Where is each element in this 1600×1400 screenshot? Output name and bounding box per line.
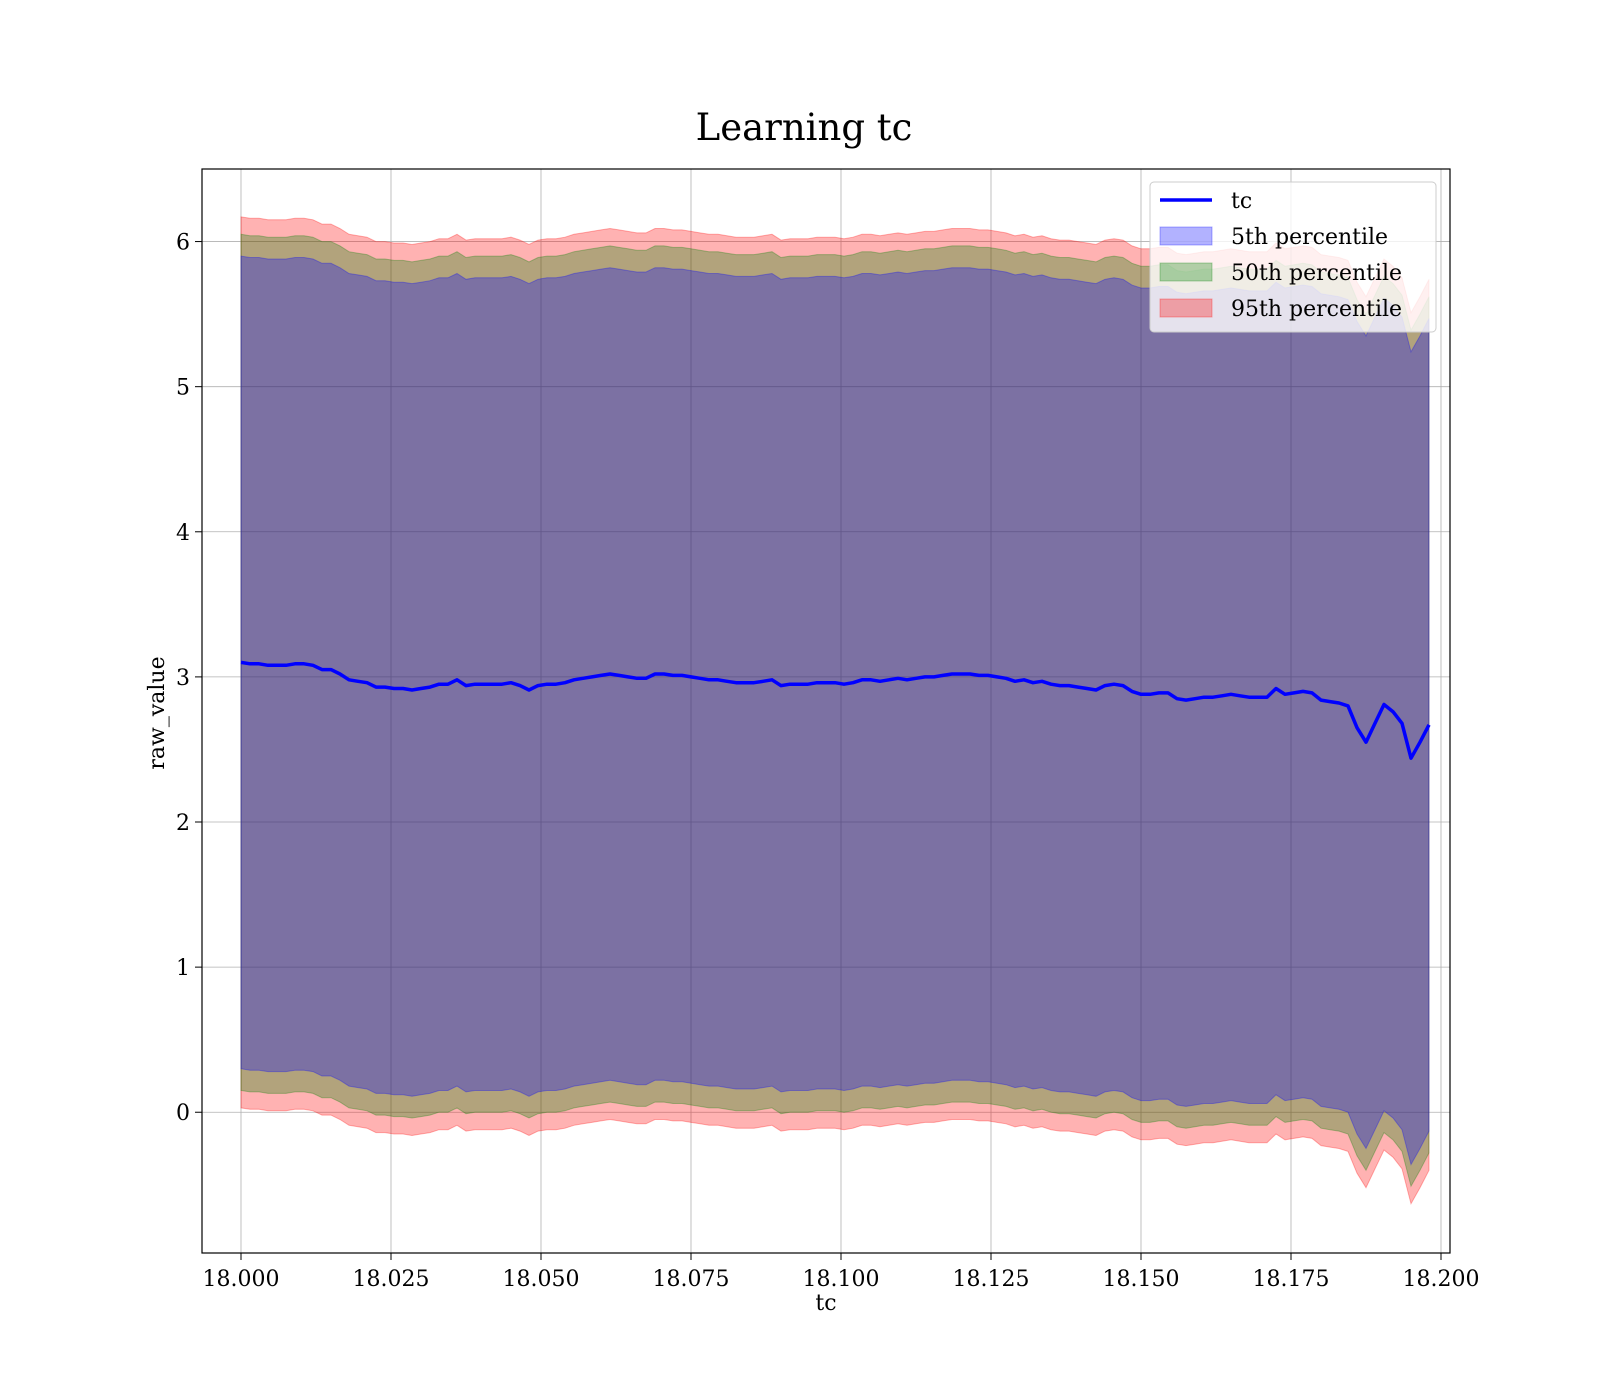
y-axis-ticks: 0 1 2 3 4 5 6 bbox=[176, 231, 202, 1126]
y-tick-label: 2 bbox=[176, 811, 190, 836]
series-lines bbox=[240, 660, 1431, 760]
series-line-tc bbox=[240, 660, 1431, 760]
legend-label-tc: tc bbox=[1231, 189, 1252, 214]
legend-swatch-50th bbox=[1159, 262, 1213, 282]
legend-label-50th: 50th percentile bbox=[1231, 261, 1402, 286]
y-tick-label: 1 bbox=[176, 956, 190, 981]
y-tick-label: 3 bbox=[176, 666, 190, 691]
plot-frame bbox=[201, 168, 1451, 1254]
y-tick-label: 5 bbox=[176, 376, 190, 401]
grid bbox=[202, 169, 1450, 1253]
legend-swatch-95th bbox=[1159, 298, 1213, 318]
legend-swatch-5th bbox=[1159, 226, 1213, 246]
x-tick-label: 18.050 bbox=[503, 1267, 580, 1292]
x-tick-label: 18.200 bbox=[1403, 1267, 1480, 1292]
x-tick-label: 18.075 bbox=[653, 1267, 730, 1292]
x-tick-label: 18.000 bbox=[203, 1267, 280, 1292]
y-tick-label: 6 bbox=[176, 231, 190, 256]
legend-label-5th: 5th percentile bbox=[1231, 225, 1388, 250]
band-50th-percentile bbox=[240, 233, 1430, 1188]
x-tick-label: 18.025 bbox=[353, 1267, 430, 1292]
band-95th-percentile bbox=[240, 216, 1430, 1206]
x-tick-label: 18.125 bbox=[953, 1267, 1030, 1292]
x-tick-label: 18.175 bbox=[1253, 1267, 1330, 1292]
band-5th-percentile bbox=[240, 255, 1430, 1166]
legend-label-95th: 95th percentile bbox=[1231, 297, 1402, 322]
y-axis-label: raw_value bbox=[145, 656, 170, 769]
x-tick-label: 18.100 bbox=[803, 1267, 880, 1292]
chart-title: Learning tc bbox=[696, 106, 913, 149]
percentile-bands bbox=[240, 216, 1430, 1206]
x-axis-label: tc bbox=[815, 1291, 836, 1316]
legend-frame bbox=[1149, 181, 1437, 333]
legend: tc 5th percentile 50th percentile 95th p… bbox=[1149, 181, 1437, 333]
y-tick-label: 4 bbox=[176, 521, 190, 546]
x-tick-label: 18.150 bbox=[1103, 1267, 1180, 1292]
x-axis-ticks: 18.000 18.025 18.050 18.075 18.100 18.125 18.1… bbox=[203, 1253, 1480, 1292]
y-tick-label: 0 bbox=[176, 1101, 190, 1126]
